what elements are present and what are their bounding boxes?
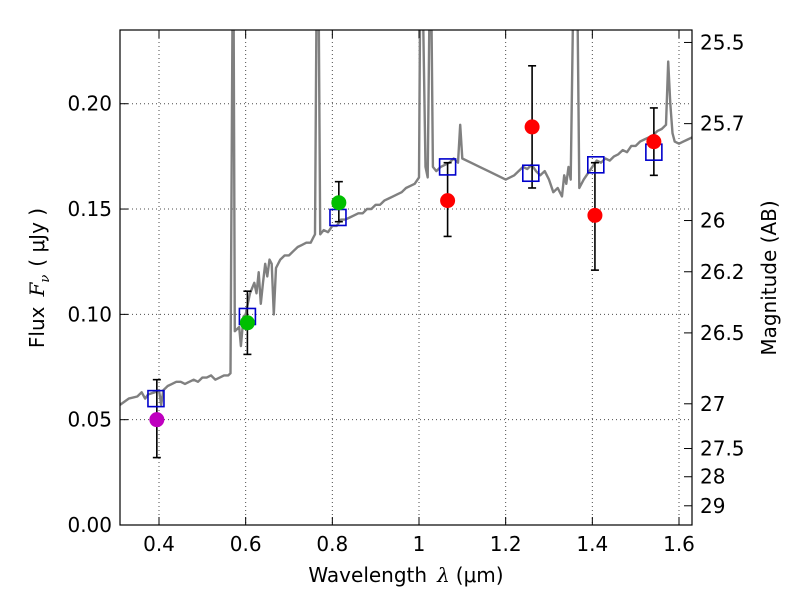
y2-tick-label: 26: [700, 209, 725, 233]
observed-point: [524, 119, 540, 135]
y2-tick-label: 26.2: [700, 260, 745, 284]
model-photometry-square: [147, 389, 165, 408]
y2-tick-label: 29: [700, 494, 725, 518]
model-spectrum-line: [120, 30, 692, 407]
observed-point: [646, 134, 662, 150]
model-photometry-square: [438, 158, 457, 176]
y-tick-label: 0.10: [67, 302, 112, 326]
x-axis-label: Wavelength λ (μm): [308, 563, 503, 587]
x-tick-label: 0.6: [230, 532, 262, 556]
y-tick-label: 0.20: [67, 92, 112, 116]
x-ticks: 0.4 0.6 0.8 1 1.2 1.4 1.6: [143, 30, 695, 556]
y2-tick-label: 28: [700, 465, 725, 489]
x-tick-label: 1.2: [490, 532, 522, 556]
y2-axis-label: Magnitude (AB): [757, 200, 781, 355]
y-axis-label-units: ( μJy ): [25, 208, 49, 267]
errorbar-layer: [152, 65, 658, 459]
x-axis-label-symbol: λ: [436, 563, 450, 587]
observed-point: [587, 207, 603, 223]
x-axis-label-prefix: Wavelength: [308, 563, 427, 587]
x-tick-label: 1: [413, 532, 426, 556]
y2-tick-label: 27: [700, 392, 725, 416]
model-photometry-layer: [147, 143, 663, 408]
observed-point: [239, 315, 255, 331]
model-photometry-square: [586, 156, 605, 174]
x-tick-label: 0.8: [316, 532, 348, 556]
y2-tick-label: 25.7: [700, 112, 745, 136]
observed-points-layer: [149, 119, 662, 428]
x-tick-label: 0.4: [143, 532, 175, 556]
y-ticks: 0.00 0.05 0.10 0.15 0.20: [67, 92, 128, 537]
y-axis-label: Flux Fν ( μJy ): [25, 208, 53, 348]
x-axis-label-units: (μm): [456, 563, 504, 587]
y-axis-label-prefix: Flux: [25, 306, 49, 348]
grid-layer: [120, 30, 692, 525]
y2-tick-label: 25.5: [700, 30, 745, 54]
y-tick-label: 0.15: [67, 197, 112, 221]
y2-tick-label: 27.5: [700, 437, 745, 461]
y-tick-label: 0.00: [67, 513, 112, 537]
y2-tick-label: 26.5: [700, 321, 745, 345]
y-axis-label-symbol: F: [25, 282, 49, 298]
observed-point: [331, 195, 347, 211]
observed-point: [149, 412, 165, 428]
x-tick-label: 1.6: [663, 532, 695, 556]
observed-point: [440, 193, 456, 209]
x-tick-label: 1.4: [576, 532, 608, 556]
y-tick-label: 0.05: [67, 408, 112, 432]
model-photometry-square: [521, 164, 540, 183]
y2-ticks: 25.5 25.7 26 26.2 26.5 27 27.5 28 29: [684, 30, 745, 518]
y-axis-label-subscript: ν: [38, 275, 53, 283]
spectrum-layer: [120, 30, 692, 407]
plot-frame: [119, 29, 693, 526]
